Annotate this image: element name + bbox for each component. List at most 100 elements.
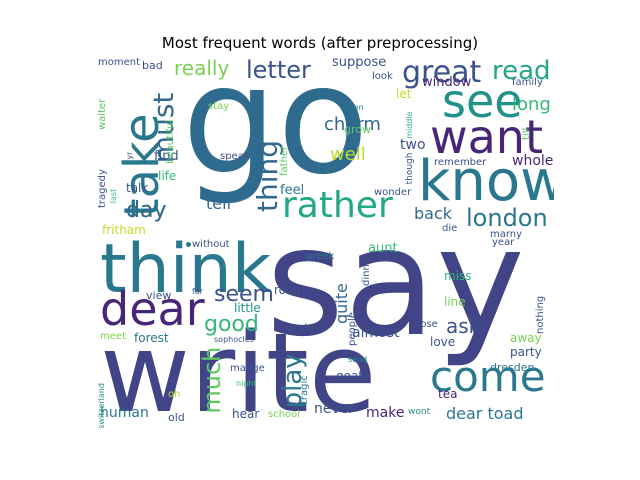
word-sophocles: sophocles [214,335,254,344]
word-marny: marny [490,229,523,240]
word-stay: stay [208,101,230,112]
word-two: two [400,137,426,153]
word-go: go [182,56,369,208]
word-hear: hear [232,407,260,421]
word-goat: goat [336,369,364,383]
word-rather: rather [282,185,393,226]
word-window: window [422,75,472,90]
word-room: room [274,283,306,297]
word-wonder: wonder [374,187,412,198]
word-write: write [100,309,377,428]
word-back: back [414,204,453,223]
word-nose: nose [414,319,438,330]
dot-mark [186,242,191,247]
word-thing: thing [251,139,284,212]
word-see: see [442,74,523,128]
word-line: line [444,295,466,309]
word-london: london [466,204,548,232]
word-little: little [234,301,261,315]
chart-title: Most frequent words (after preprocessing… [161,34,479,52]
word-read: read [492,56,551,86]
word-never: never [314,401,355,417]
word-far: far [192,287,204,296]
word-tragedy: tragedy [97,169,108,208]
word-dinner: dinner [361,253,372,286]
word-let: let [396,87,412,101]
word-school: school [268,409,301,420]
word-forest: forest [134,331,169,345]
word-remember: remember [434,157,487,168]
word-talk: talk [126,181,149,195]
word-tell: tell [206,194,232,213]
word-ask: ask [446,314,481,338]
word-life: life [158,169,177,183]
word-human: human [100,405,149,421]
word-fritham: fritham [102,223,146,237]
word-well: well [330,144,366,165]
word-meet: meet [100,331,126,342]
word-madge: madge [230,363,265,374]
word-view: view [146,289,172,302]
word-love: love [430,335,456,349]
word-people: people [347,312,358,346]
word-year: year [492,237,515,248]
word-good: good [204,312,259,337]
word-letter: letter [246,56,311,84]
word-say: say [266,196,525,370]
word-dear: dear [100,282,205,336]
word-nothing: nothing [535,295,546,334]
word-feel: feel [280,183,305,198]
word-yr: yr [125,151,134,160]
word-switzerland: switzerland [97,383,106,428]
word-beautiful: beautiful [165,119,176,164]
word-long: long [512,94,551,115]
word-miss: miss [444,269,472,283]
word-night: night [236,379,257,388]
word-aunt: aunt [368,241,398,256]
word-till: till [521,127,532,140]
word-think: think [100,230,272,309]
word-even: even [344,103,364,112]
word-dear-toad: dear toad [446,404,524,423]
word-speak: speak [220,151,250,162]
word-grow: grow [344,123,371,136]
word-find: find [154,149,179,164]
word-seem: seem [214,282,274,307]
word-really: really [174,56,230,80]
word-great: great [402,56,482,90]
word-old: old [168,411,185,424]
word-look: look [372,71,393,82]
word-walter: walter [97,98,108,130]
word-day: day [126,198,167,223]
word-greek: greek [306,251,335,262]
word-suppose: suppose [332,56,387,70]
word-away: away [510,331,542,345]
word-know: know [418,149,554,214]
word-cloud: go say write think know want see take come dear ra… [96,56,554,428]
word-father: father [279,145,290,176]
word-world: world [286,323,314,334]
word-without: without [192,239,230,250]
word-family: family [512,77,543,88]
word-tea: tea [438,387,458,401]
word-middle: middle [405,111,414,139]
word-die: die [442,223,458,234]
word-moment: moment [98,57,141,68]
word-day: day [126,198,167,223]
word-oh: oh [168,389,181,400]
word-dresden: dresden [490,361,535,374]
word-last: last [109,188,118,204]
word-want: want [430,110,544,164]
word-though: though [405,152,415,185]
word-bad: bad [142,59,163,72]
word-whole: whole [512,153,554,169]
word-party: party [510,345,542,359]
word-much: much [198,346,226,414]
word-almost: almost [352,325,400,341]
word-make: make [366,405,405,421]
word-wont: wont [408,407,431,417]
word-send: send [348,355,368,364]
word-charm: charm [324,114,381,135]
word-tragic: tragic [299,375,310,404]
